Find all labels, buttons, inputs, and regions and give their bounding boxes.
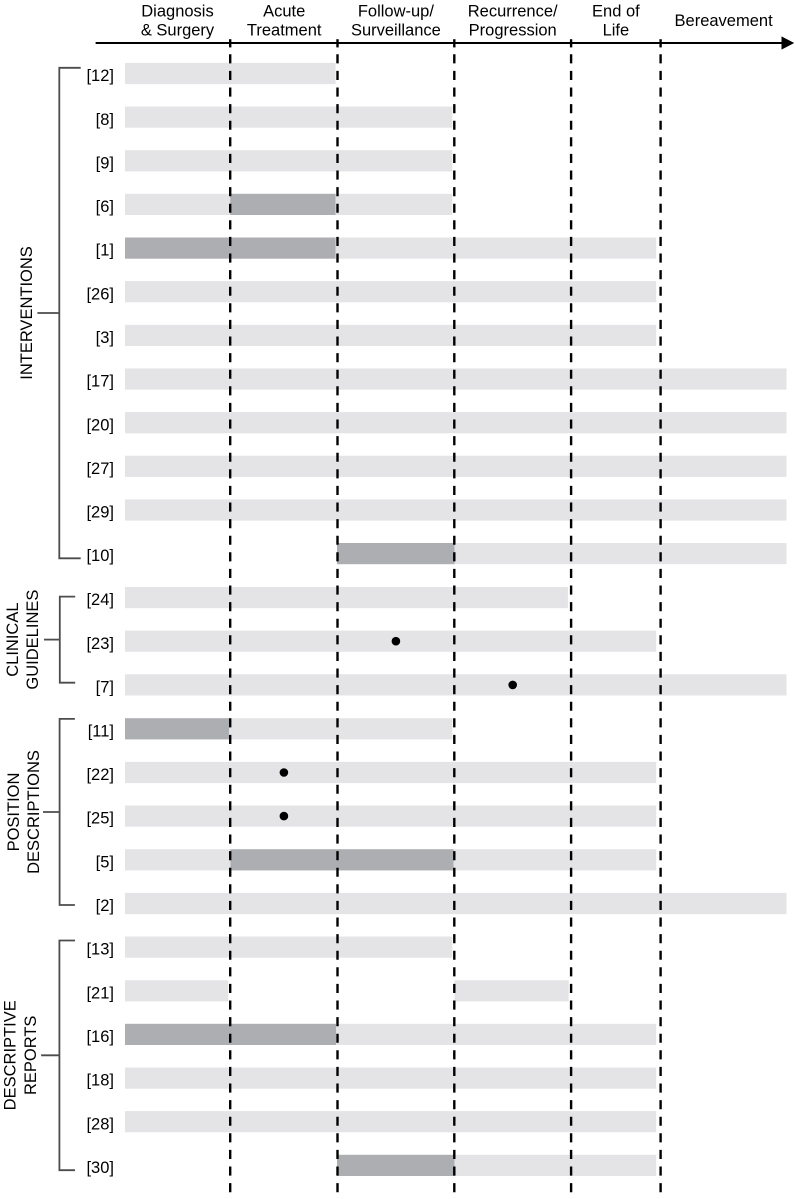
svg-text:INTERVENTIONS: INTERVENTIONS xyxy=(18,246,36,380)
svg-text:DESCRIPTIVE: DESCRIPTIVE xyxy=(2,1000,20,1110)
svg-text:[29]: [29] xyxy=(86,504,114,522)
svg-text:[5]: [5] xyxy=(96,853,114,871)
svg-text:[28]: [28] xyxy=(86,1115,114,1133)
svg-text:[27]: [27] xyxy=(86,460,114,478)
svg-text:[11]: [11] xyxy=(88,722,114,740)
svg-text:[16]: [16] xyxy=(86,1028,114,1046)
svg-text:Life: Life xyxy=(603,22,630,40)
svg-text:Bereavement: Bereavement xyxy=(675,12,774,30)
svg-text:End of: End of xyxy=(592,2,640,20)
svg-text:[2]: [2] xyxy=(96,897,114,915)
svg-text:& Surgery: & Surgery xyxy=(141,22,215,40)
svg-text:[18]: [18] xyxy=(86,1072,114,1090)
svg-text:Progression: Progression xyxy=(469,22,557,40)
svg-text:[12]: [12] xyxy=(86,67,114,85)
svg-text:[25]: [25] xyxy=(86,810,114,828)
svg-text:[20]: [20] xyxy=(86,416,114,434)
svg-text:[22]: [22] xyxy=(86,766,114,784)
svg-text:[10]: [10] xyxy=(86,547,114,565)
svg-text:[23]: [23] xyxy=(86,635,114,653)
svg-text:POSITION: POSITION xyxy=(5,773,23,852)
svg-text:[13]: [13] xyxy=(86,941,114,959)
svg-text:Surveillance: Surveillance xyxy=(351,22,441,40)
svg-text:Follow-up/: Follow-up/ xyxy=(358,2,435,20)
svg-text:CLINICAL: CLINICAL xyxy=(4,602,22,676)
svg-text:[9]: [9] xyxy=(96,154,114,172)
svg-text:DESCRIPTIONS: DESCRIPTIONS xyxy=(25,750,43,874)
svg-text:[8]: [8] xyxy=(96,111,114,129)
svg-text:[1]: [1] xyxy=(96,242,114,260)
svg-text:GUIDELINES: GUIDELINES xyxy=(24,590,42,690)
svg-text:Treatment: Treatment xyxy=(247,22,322,40)
svg-text:[21]: [21] xyxy=(86,984,114,1002)
svg-text:[26]: [26] xyxy=(86,285,114,303)
svg-text:[30]: [30] xyxy=(86,1159,114,1177)
svg-text:Diagnosis: Diagnosis xyxy=(141,2,213,20)
svg-text:Acute: Acute xyxy=(263,2,305,20)
svg-text:[3]: [3] xyxy=(96,329,114,347)
svg-text:[24]: [24] xyxy=(86,591,114,609)
svg-text:[7]: [7] xyxy=(96,679,114,697)
svg-text:[17]: [17] xyxy=(86,373,114,391)
svg-text:REPORTS: REPORTS xyxy=(22,1016,40,1095)
svg-text:[6]: [6] xyxy=(96,198,114,216)
svg-text:Recurrence/: Recurrence/ xyxy=(468,2,558,20)
